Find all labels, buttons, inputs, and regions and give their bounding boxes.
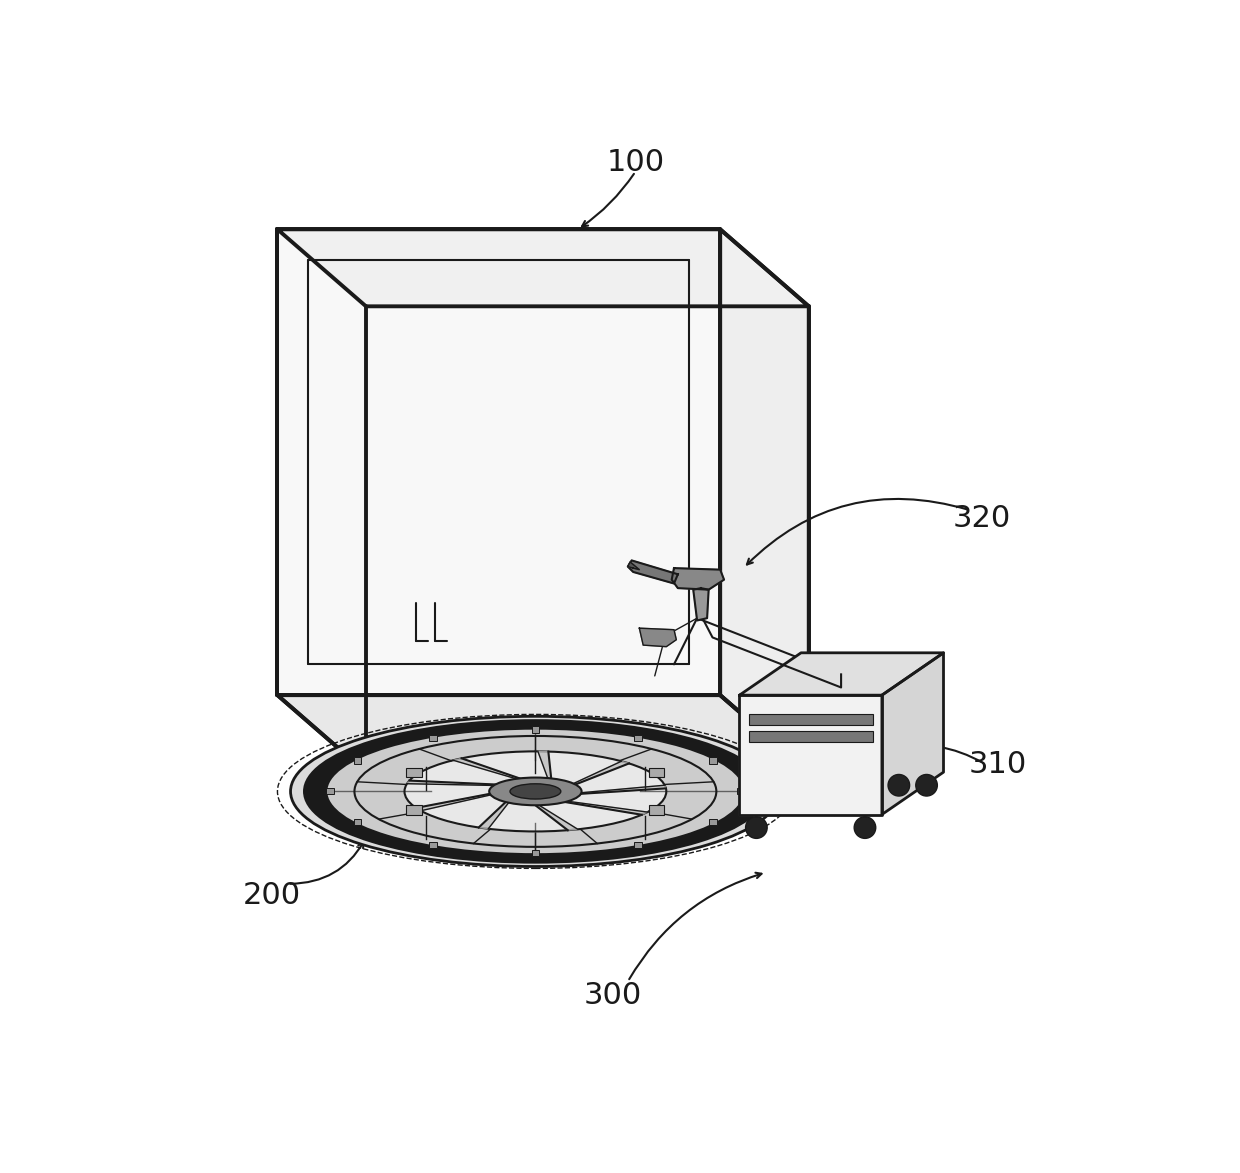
Polygon shape xyxy=(453,758,520,779)
Text: 200: 200 xyxy=(243,881,301,910)
Text: 310: 310 xyxy=(968,750,1027,779)
Bar xyxy=(407,806,422,815)
Bar xyxy=(649,806,665,815)
Text: 320: 320 xyxy=(952,503,1011,533)
Bar xyxy=(353,758,362,764)
Text: 100: 100 xyxy=(606,148,665,177)
Ellipse shape xyxy=(326,728,745,855)
Bar xyxy=(749,714,873,725)
Bar xyxy=(532,850,539,856)
Polygon shape xyxy=(417,794,491,811)
Circle shape xyxy=(916,774,937,796)
Ellipse shape xyxy=(290,717,780,867)
Polygon shape xyxy=(573,761,629,785)
Polygon shape xyxy=(538,752,552,779)
Polygon shape xyxy=(672,568,724,590)
Bar xyxy=(429,842,436,848)
Bar xyxy=(709,819,717,826)
Polygon shape xyxy=(739,696,882,814)
Bar xyxy=(634,842,642,848)
Polygon shape xyxy=(278,229,720,696)
Polygon shape xyxy=(565,801,647,815)
Bar xyxy=(353,819,362,826)
Bar xyxy=(649,768,665,778)
Polygon shape xyxy=(627,561,678,583)
Bar xyxy=(737,788,744,794)
Bar xyxy=(407,768,422,778)
Bar xyxy=(326,788,334,794)
Circle shape xyxy=(888,774,910,796)
Bar xyxy=(429,734,436,741)
Ellipse shape xyxy=(404,752,666,832)
Polygon shape xyxy=(479,802,508,829)
Polygon shape xyxy=(627,562,640,570)
Polygon shape xyxy=(693,588,708,621)
Polygon shape xyxy=(407,780,496,786)
Polygon shape xyxy=(882,653,944,814)
Bar xyxy=(749,731,873,743)
Polygon shape xyxy=(536,805,578,830)
Circle shape xyxy=(745,816,768,839)
Polygon shape xyxy=(739,653,944,696)
Bar xyxy=(709,758,717,764)
Circle shape xyxy=(854,816,875,839)
Text: 300: 300 xyxy=(583,981,641,1010)
Ellipse shape xyxy=(510,784,560,799)
Bar xyxy=(634,734,642,741)
Polygon shape xyxy=(720,229,808,772)
Bar xyxy=(532,726,539,733)
Polygon shape xyxy=(640,629,676,646)
Polygon shape xyxy=(278,696,808,772)
Polygon shape xyxy=(580,785,666,794)
Polygon shape xyxy=(278,229,808,306)
Ellipse shape xyxy=(490,778,582,806)
Ellipse shape xyxy=(304,720,766,862)
